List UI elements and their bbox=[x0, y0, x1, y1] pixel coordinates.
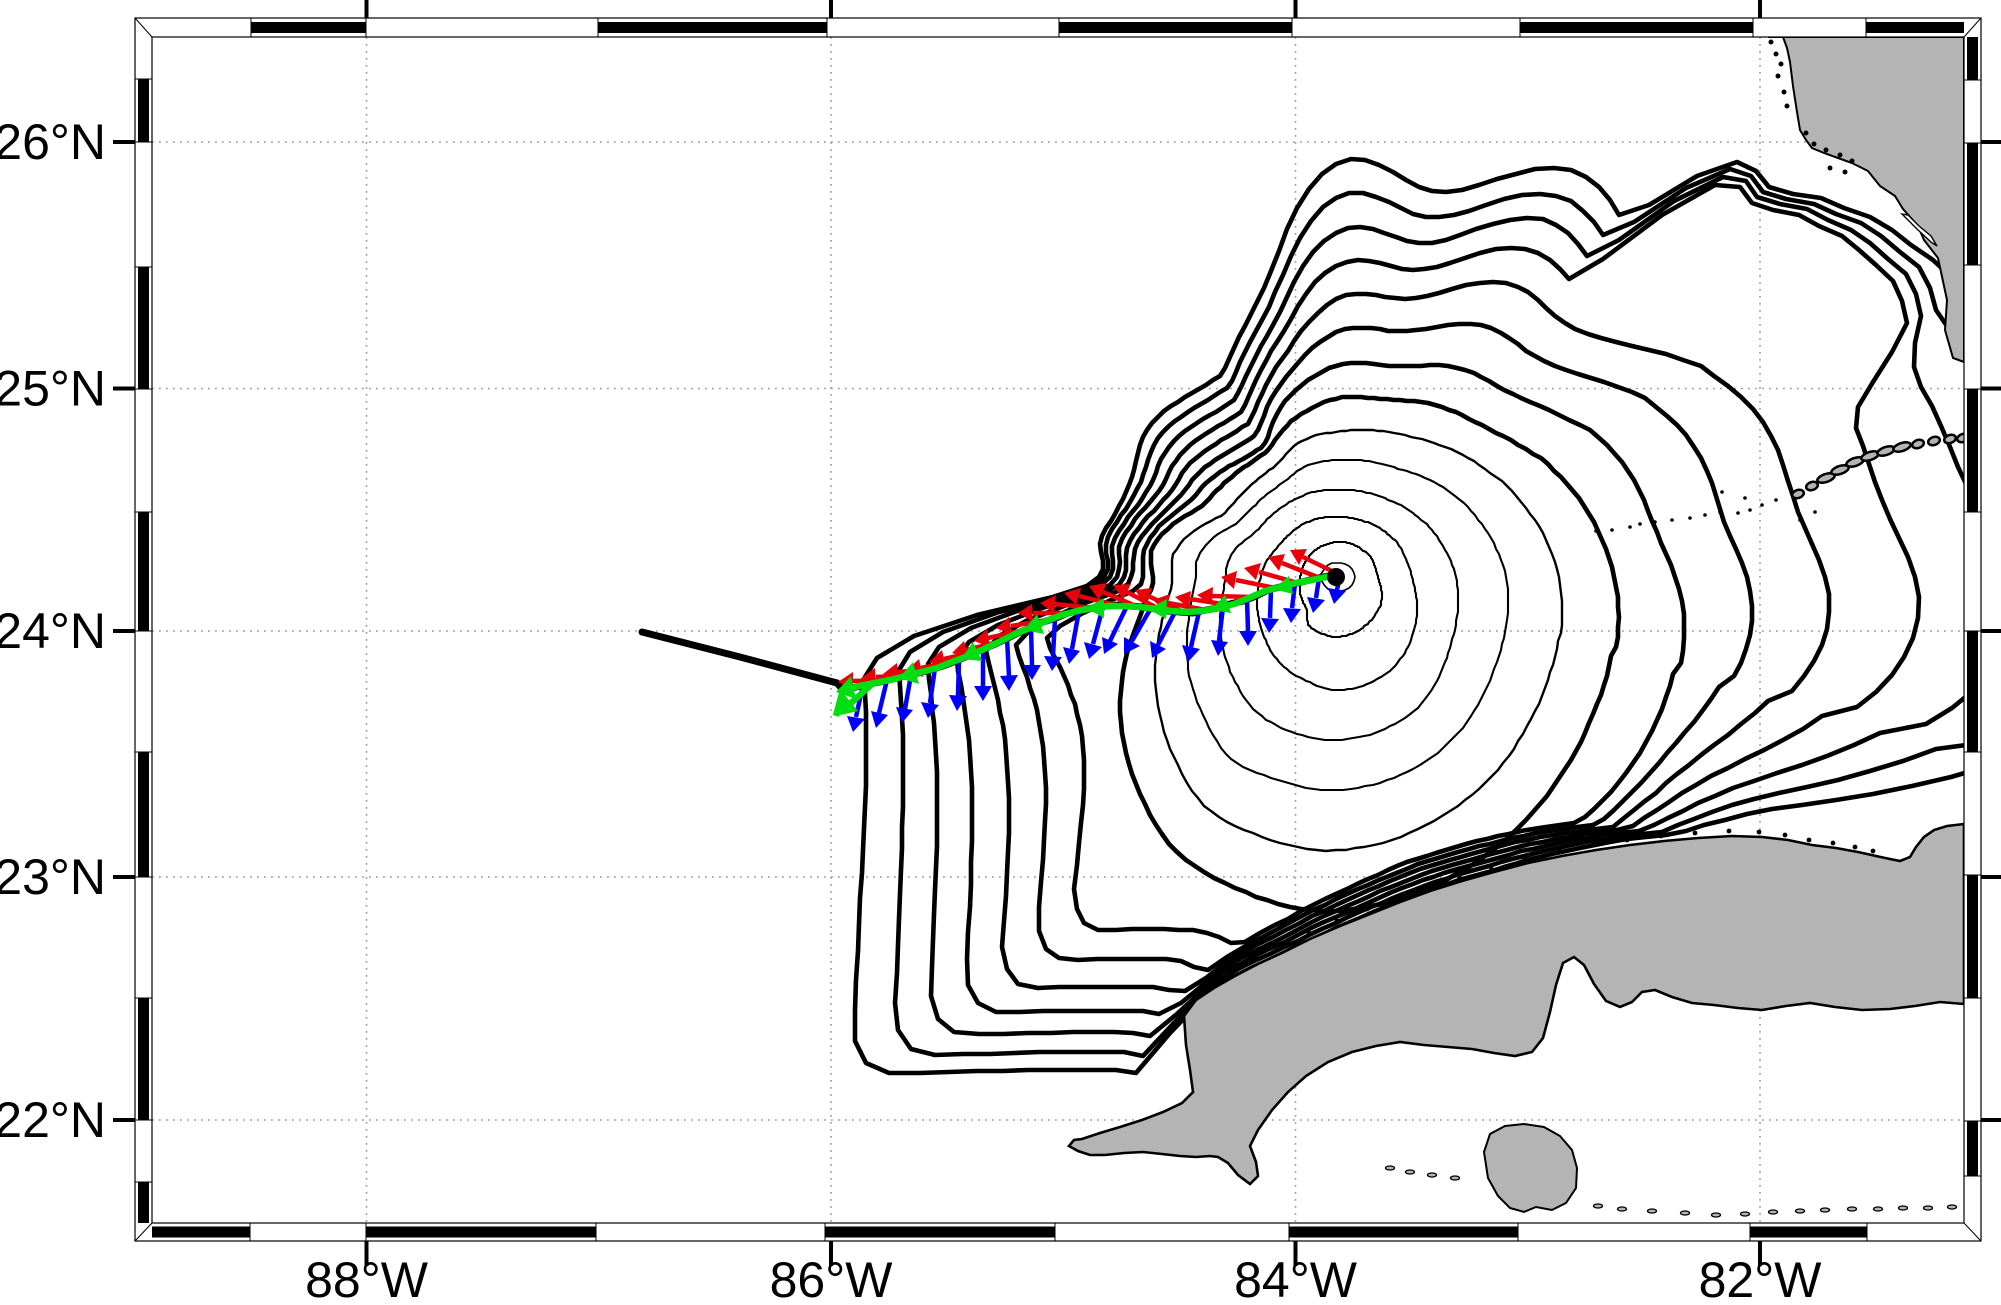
svg-text:25°N: 25°N bbox=[0, 361, 106, 417]
svg-text:86°W: 86°W bbox=[770, 1252, 894, 1300]
svg-text:26°N: 26°N bbox=[0, 114, 106, 170]
svg-text:82°W: 82°W bbox=[1699, 1252, 1823, 1300]
svg-text:88°W: 88°W bbox=[305, 1252, 429, 1300]
svg-text:84°W: 84°W bbox=[1234, 1252, 1358, 1300]
svg-text:24°N: 24°N bbox=[0, 603, 106, 659]
svg-text:22°N: 22°N bbox=[0, 1092, 106, 1148]
svg-text:23°N: 23°N bbox=[0, 849, 106, 905]
